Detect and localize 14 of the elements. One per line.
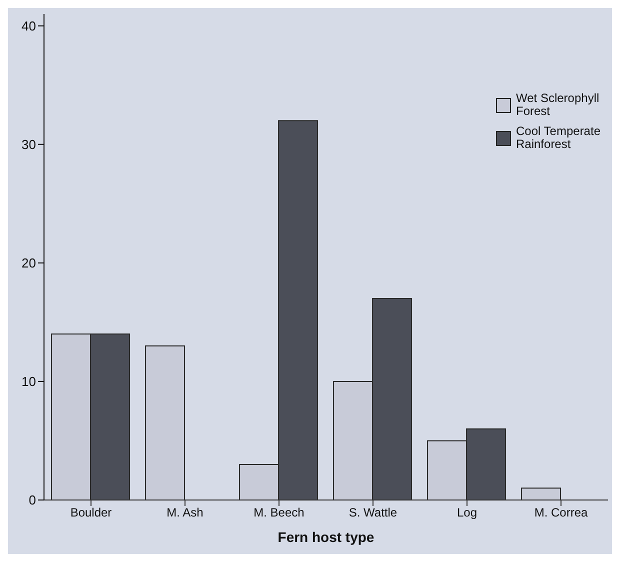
y-tick-label: 30 — [22, 137, 36, 152]
y-tick-label: 10 — [22, 374, 36, 390]
x-tick-label: M. Correa — [534, 506, 588, 520]
y-tick-label: 40 — [22, 18, 36, 34]
legend-label: Wet Sclerophyll Forest — [516, 91, 600, 118]
x-axis-title: Fern host type — [278, 529, 374, 545]
x-tick-label: M. Beech — [254, 506, 304, 520]
x-tick-label: S. Wattle — [348, 506, 398, 520]
y-tick-label: 20 — [22, 256, 36, 271]
x-tick-label: Boulder — [70, 506, 112, 520]
legend-label: Cool Temperate Rainforest — [516, 124, 602, 151]
x-tick-label: Log — [456, 506, 478, 520]
x-tick-label: M. Ash — [166, 506, 204, 520]
y-tick-label: 0 — [28, 492, 36, 508]
